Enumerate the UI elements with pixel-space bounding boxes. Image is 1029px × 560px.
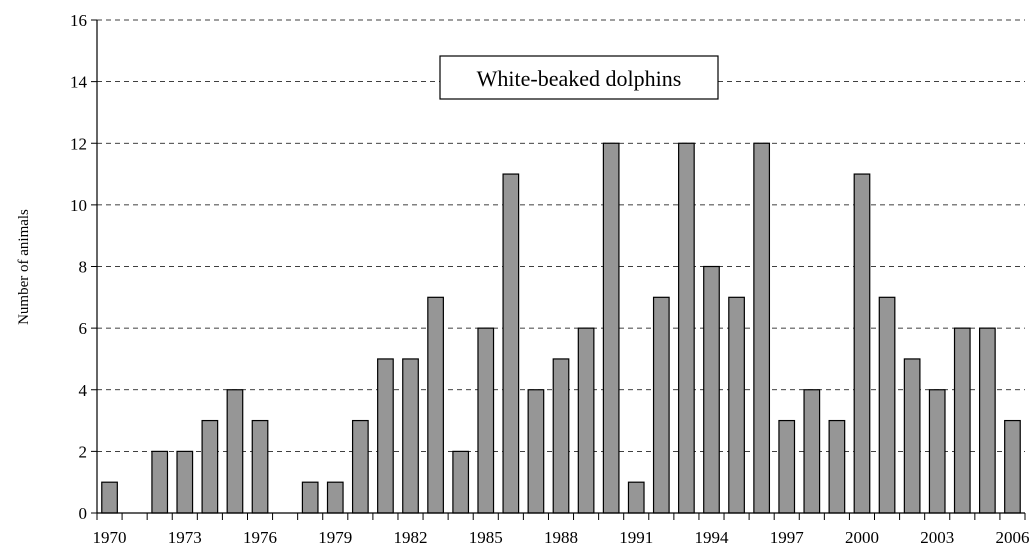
y-tick-label: 14: [70, 73, 88, 92]
x-tick-label: 2000: [845, 528, 879, 547]
bar-1974: [201, 419, 219, 514]
bar-2001: [878, 296, 896, 514]
bar-1997: [778, 419, 796, 514]
bar-1986: [502, 173, 520, 514]
x-tick-label: 1973: [168, 528, 202, 547]
y-tick-label: 0: [79, 504, 88, 523]
bar-1993: [678, 142, 695, 514]
bar-1973: [176, 450, 194, 514]
x-tick-label: 2006: [995, 528, 1029, 547]
bar-1983: [427, 296, 444, 514]
bar-1995: [728, 296, 745, 514]
x-tick-label: 1970: [93, 528, 127, 547]
bar-1979: [326, 481, 344, 514]
y-tick-label: 16: [70, 11, 87, 30]
bar-1975: [226, 389, 244, 514]
bar-1999: [828, 419, 846, 514]
x-tick-label: 1988: [544, 528, 578, 547]
bar-1994: [703, 265, 720, 514]
bar-2000: [853, 173, 871, 514]
bar-1980: [351, 419, 369, 514]
y-tick-labels: 0 2 4 6 8 10 12 14 16: [70, 11, 88, 523]
chart-title: White-beaked dolphins: [477, 66, 682, 91]
bar-1978: [301, 481, 319, 514]
bar-1988: [552, 358, 570, 514]
bar-1992: [652, 296, 670, 514]
y-axis-title: Number of animals: [16, 209, 32, 325]
bar-1998: [803, 389, 821, 514]
bar-1976: [251, 419, 269, 514]
bar-2005: [978, 327, 996, 514]
bar-1982: [402, 358, 419, 514]
x-tick-label: 1994: [694, 528, 729, 547]
x-tick-label: 1979: [318, 528, 352, 547]
y-tick-label: 8: [79, 258, 88, 277]
chart-title-box: White-beaked dolphins: [439, 55, 719, 100]
x-tick-labels: 1970 1973 1976 1979 1982 1985 1988 1991 1994 1997…: [93, 528, 1029, 547]
x-tick-label: 1997: [770, 528, 805, 547]
y-tick-label: 6: [79, 319, 88, 338]
bar-1990: [602, 142, 620, 514]
bar-2006: [1004, 419, 1021, 514]
y-tick-label: 12: [70, 134, 87, 153]
bar-1989: [577, 327, 595, 514]
x-tick-label: 1985: [469, 528, 503, 547]
x-tick-label: 1991: [619, 528, 653, 547]
bars: [101, 142, 1021, 514]
bar-2004: [953, 327, 971, 514]
bar-1981: [377, 358, 394, 514]
bar-1972: [151, 450, 169, 514]
x-tick-label: 2003: [920, 528, 954, 547]
bar-1987: [527, 389, 545, 514]
x-tick-label: 1982: [394, 528, 428, 547]
bar-1984: [452, 450, 470, 514]
bar-1985: [477, 327, 495, 514]
y-tick-label: 2: [79, 442, 88, 461]
y-tick-label: 4: [79, 381, 88, 400]
axes: [91, 19, 1026, 520]
bar-1970: [101, 481, 118, 514]
bar-1991: [627, 481, 645, 514]
bar-1996: [753, 142, 771, 514]
bar-2002: [903, 358, 921, 514]
y-tick-label: 10: [70, 196, 87, 215]
bar-2003: [928, 389, 946, 514]
x-tick-label: 1976: [243, 528, 277, 547]
